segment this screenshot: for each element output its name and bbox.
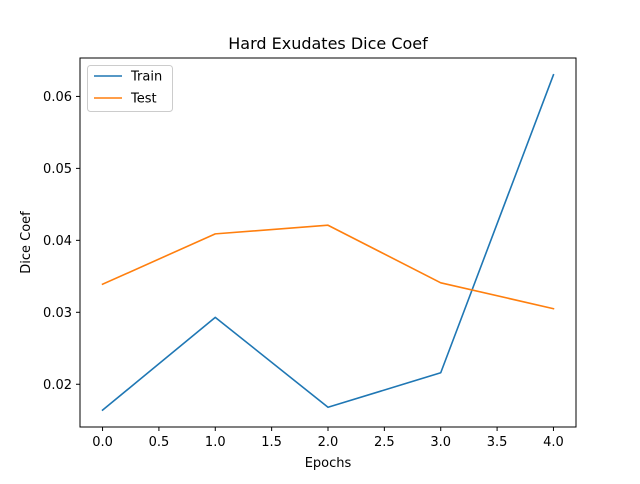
plot-area: 0.0 0.5 1.0 1.5 2.0 2.5 3.0 3.5 4.0 0.02 0.03 0.04… bbox=[43, 57, 577, 450]
x-tick-label: 0.5 bbox=[149, 435, 170, 450]
series-line-test bbox=[101, 224, 555, 310]
y-tick-label: 0.05 bbox=[43, 162, 72, 177]
x-axis-label: Epochs bbox=[305, 456, 352, 471]
x-tick-label: 0.0 bbox=[92, 435, 113, 450]
x-tick-label: 3.0 bbox=[430, 435, 451, 450]
y-tick-label: 0.04 bbox=[43, 234, 72, 249]
legend-label-test: Test bbox=[130, 92, 157, 107]
x-tick-label: 4.0 bbox=[543, 435, 564, 450]
y-tick-label: 0.06 bbox=[43, 90, 72, 105]
x-tick-label: 2.0 bbox=[318, 435, 339, 450]
series-line-train bbox=[101, 73, 555, 412]
y-axis-ticks: 0.02 0.03 0.04 0.05 0.06 bbox=[43, 90, 80, 393]
y-axis-label: Dice Coef bbox=[19, 211, 34, 274]
chart-title: Hard Exudates Dice Coef bbox=[228, 34, 428, 53]
y-tick-label: 0.03 bbox=[43, 306, 72, 321]
x-axis-ticks: 0.0 0.5 1.0 1.5 2.0 2.5 3.0 3.5 4.0 bbox=[92, 427, 564, 450]
legend-label-train: Train bbox=[130, 70, 162, 85]
x-tick-label: 1.5 bbox=[261, 435, 282, 450]
series-lines bbox=[101, 73, 555, 412]
x-tick-label: 3.5 bbox=[487, 435, 508, 450]
x-tick-label: 2.5 bbox=[374, 435, 395, 450]
legend: Train Test bbox=[87, 65, 173, 112]
x-tick-label: 1.0 bbox=[205, 435, 226, 450]
y-tick-label: 0.02 bbox=[43, 378, 72, 393]
legend-box bbox=[87, 65, 173, 112]
